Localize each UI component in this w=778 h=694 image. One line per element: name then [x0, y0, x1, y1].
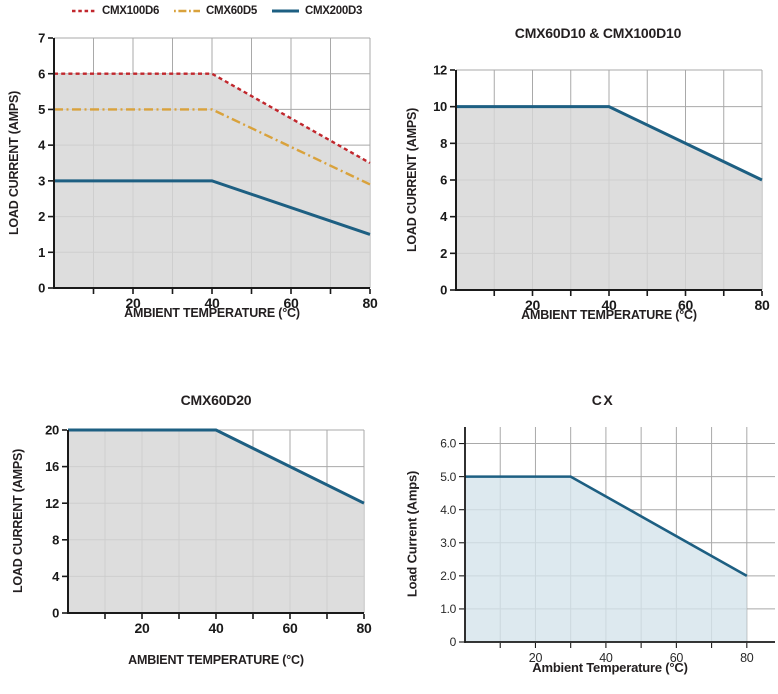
- series-curve-cmx60d10-cmx100d10: [456, 105, 763, 182]
- tick-label: 1.0: [440, 602, 456, 616]
- plot-cmx60d10-cmx100d10: 20 40 60 80 0 2 4 6 8 10 12: [433, 63, 770, 313]
- y-axis-label: LOAD CURRENT (AMPS): [7, 90, 21, 236]
- x-axis-label: Ambient Temperature (°C): [532, 660, 688, 675]
- legend-item-cmx100d6: CMX100D6: [72, 5, 159, 17]
- area-fill: [456, 106, 762, 290]
- chart-title-cmx60d20: CMX60D20: [180, 392, 252, 408]
- tick-label: 80: [363, 295, 378, 311]
- tick-label: 4: [440, 209, 448, 224]
- tick-label: 4: [38, 138, 46, 153]
- y-axis-label: LOAD CURRENT (AMPS): [11, 448, 25, 594]
- area-fill: [68, 430, 364, 613]
- plot-cmx-multi: 20 40 60 80 0 1 2 3 4 5 6 7: [38, 31, 378, 311]
- series-curve-cmx60d5: [54, 108, 371, 186]
- tick-label: 12: [45, 496, 59, 511]
- tick-label: 6: [440, 173, 447, 188]
- tick-label: 0: [38, 281, 45, 296]
- tick-label: 20: [529, 651, 543, 665]
- legend-item-cmx60d5: CMX60D5: [174, 5, 257, 17]
- x-axis-label: AMBIENT TEMPERATURE (°C): [128, 653, 304, 667]
- area-fill: [465, 476, 747, 642]
- x-axis-label: AMBIENT TEMPERATURE (°C): [124, 306, 300, 320]
- solid-line-icon: [272, 9, 299, 13]
- tick-label: 5.0: [440, 470, 456, 484]
- plot-cmx60d20: 20 40 60 80 0 4 8 12 16 20: [45, 423, 372, 636]
- tick-label: 20: [45, 423, 59, 438]
- tick-label: 0: [450, 635, 457, 649]
- dashdot-line-icon: [174, 9, 201, 13]
- tick-label: 4: [52, 569, 60, 584]
- series-curve-cmx200d3: [54, 179, 371, 236]
- tick-label: 20: [525, 297, 540, 313]
- tick-label: 80: [357, 620, 372, 636]
- tick-label: 2: [38, 209, 45, 224]
- tick-label: 0: [52, 606, 59, 621]
- chart-title-cx: CX: [591, 392, 615, 408]
- tick-label: 20: [135, 620, 150, 636]
- tick-label: 6.0: [440, 437, 456, 451]
- tick-label: 2.0: [440, 569, 456, 583]
- tick-label: 0: [440, 283, 447, 298]
- series-curve-cx: [465, 475, 748, 577]
- tick-label: 5: [38, 102, 45, 117]
- tick-label: 3.0: [440, 536, 456, 550]
- legend-item-cmx200d3: CMX200D3: [272, 5, 362, 17]
- plot-cx: 20 40 60 80 0 1.0 2.0 3.0 4.0 5.0 6.0: [440, 427, 775, 665]
- tick-label: 80: [740, 651, 754, 665]
- legend-label: CMX60D5: [206, 5, 257, 17]
- tick-label: 60: [283, 620, 298, 636]
- tick-label: 20: [126, 295, 141, 311]
- tick-label: 40: [602, 297, 617, 313]
- tick-label: 8: [440, 136, 447, 151]
- tick-label: 1: [38, 245, 45, 260]
- tick-label: 7: [38, 31, 45, 46]
- y-axis-label: Load Current (Amps): [404, 470, 420, 598]
- x-axis-label: AMBIENT TEMPERATURE (°C): [521, 308, 697, 322]
- dashed-line-icon: [72, 9, 96, 13]
- tick-label: 4.0: [440, 503, 456, 517]
- tick-label: 60: [678, 297, 693, 313]
- tick-label: 8: [52, 532, 59, 547]
- tick-label: 16: [45, 459, 59, 474]
- tick-label: 3: [38, 173, 45, 188]
- tick-label: 12: [433, 63, 447, 78]
- tick-label: 10: [433, 99, 447, 114]
- tick-label: 60: [670, 651, 684, 665]
- series-curve-cmx60d20: [68, 428, 365, 505]
- tick-label: 2: [440, 246, 447, 261]
- legend: CMX100D6 CMX60D5 CMX200D3: [72, 1, 362, 21]
- tick-label: 40: [599, 651, 613, 665]
- tick-label: 40: [209, 620, 224, 636]
- series-curve-cmx100d6: [54, 72, 371, 165]
- legend-label: CMX200D3: [305, 5, 363, 17]
- chart-title-cmx60d10-cmx100d10: CMX60D10 & CMX100D10: [514, 25, 682, 41]
- y-axis-label: LOAD CURRENT (AMPS): [405, 107, 419, 253]
- tick-label: 40: [205, 295, 220, 311]
- tick-label: 80: [755, 297, 770, 313]
- tick-label: 6: [38, 66, 45, 81]
- tick-label: 60: [284, 295, 299, 311]
- legend-label: CMX100D6: [102, 5, 160, 17]
